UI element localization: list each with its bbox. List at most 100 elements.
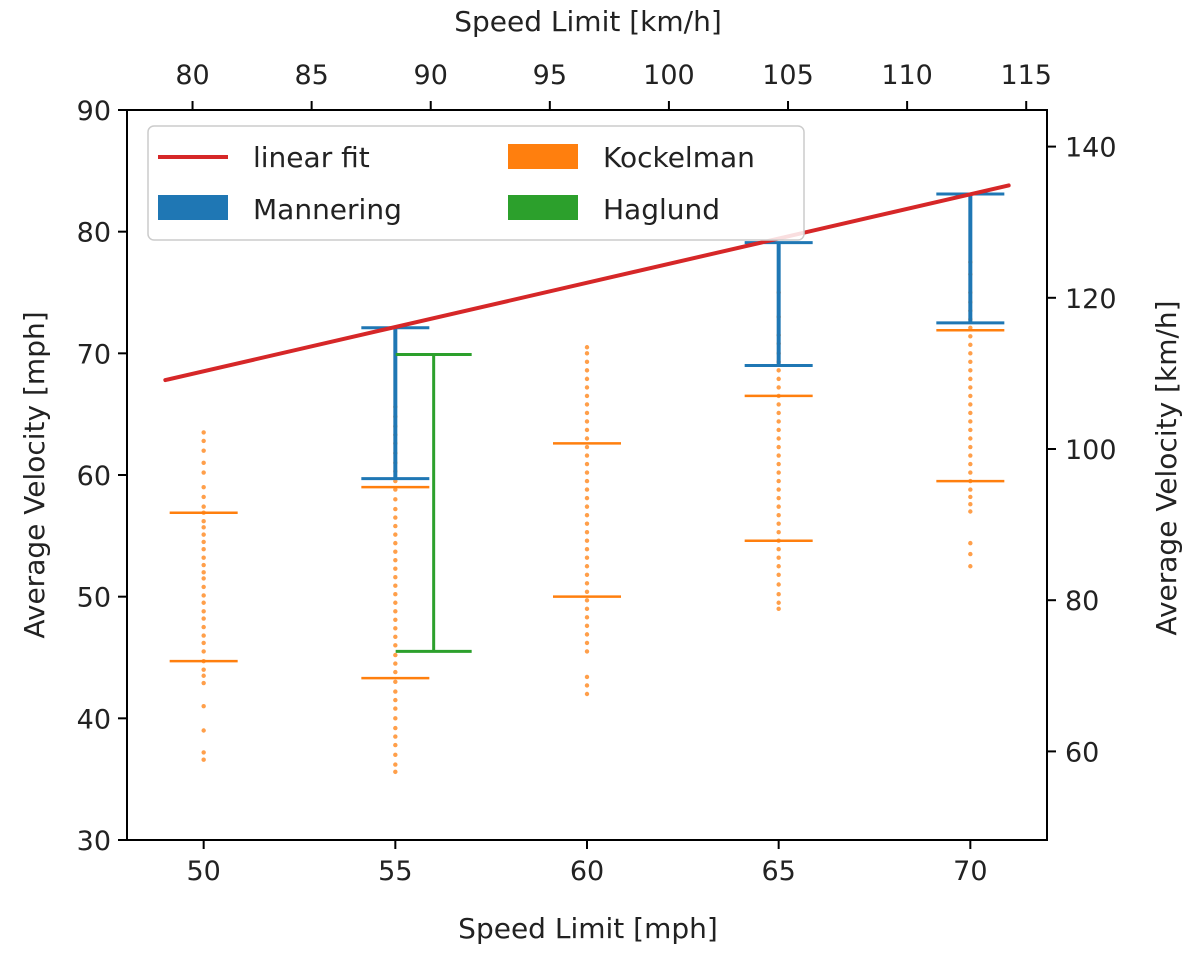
kockelman-point bbox=[584, 504, 590, 509]
y-tick-label: 60 bbox=[77, 461, 111, 492]
kockelman-point bbox=[201, 750, 206, 755]
x2-tick-label: 100 bbox=[643, 60, 695, 91]
kockelman-point bbox=[584, 606, 590, 612]
kockelman-point bbox=[968, 502, 973, 507]
kockelman-point bbox=[968, 436, 973, 441]
kockelman-point bbox=[776, 376, 781, 382]
kockelman-point bbox=[393, 617, 398, 622]
y2-axis-label: Average Velocity [km/h] bbox=[1150, 300, 1183, 635]
kockelman-point bbox=[201, 576, 206, 581]
kockelman-point bbox=[776, 529, 781, 535]
kockelman-point bbox=[201, 562, 206, 568]
kockelman-point bbox=[393, 742, 398, 748]
kockelman-point bbox=[201, 430, 206, 435]
kockelman-point bbox=[393, 752, 398, 758]
kockelman-point bbox=[776, 402, 781, 407]
kockelman-point bbox=[393, 549, 398, 554]
kockelman-point bbox=[776, 521, 781, 526]
legend-label-linear-fit: linear fit bbox=[253, 141, 370, 174]
x2-tick-label: 95 bbox=[533, 60, 567, 91]
plot-marks bbox=[163, 183, 1011, 775]
x2-tick-label: 80 bbox=[175, 60, 209, 91]
kockelman-point bbox=[584, 615, 590, 620]
kockelman-point bbox=[584, 495, 590, 501]
kockelman-point bbox=[393, 626, 398, 631]
kockelman-point bbox=[776, 555, 781, 560]
y-tick-label: 80 bbox=[77, 218, 111, 249]
kockelman-point bbox=[201, 616, 206, 621]
kockelman-point bbox=[393, 487, 398, 492]
x-tick-label: 55 bbox=[378, 856, 412, 887]
kockelman-point bbox=[968, 376, 973, 382]
kockelman-point bbox=[776, 487, 781, 492]
kockelman-point bbox=[393, 609, 398, 614]
kockelman-point bbox=[393, 600, 398, 605]
kockelman-point bbox=[776, 495, 781, 501]
kockelman-point bbox=[201, 680, 206, 686]
kockelman-point bbox=[584, 581, 590, 586]
kockelman-point bbox=[584, 623, 590, 629]
kockelman-point bbox=[968, 444, 973, 450]
kockelman-point bbox=[201, 600, 206, 605]
legend-label-mannering: Mannering bbox=[253, 193, 402, 226]
kockelman-point bbox=[584, 359, 590, 365]
kockelman-point bbox=[201, 728, 206, 733]
kockelman-point bbox=[393, 532, 398, 537]
kockelman-point bbox=[584, 521, 590, 526]
linear-fit-line bbox=[163, 183, 1011, 383]
kockelman-point bbox=[584, 427, 590, 433]
kockelman-point bbox=[393, 762, 398, 767]
y-tick-label: 50 bbox=[77, 583, 111, 614]
kockelman-point bbox=[776, 572, 781, 577]
kockelman-point bbox=[968, 359, 973, 365]
kockelman-point bbox=[393, 689, 398, 694]
kockelman-point bbox=[201, 504, 206, 509]
kockelman-point bbox=[393, 661, 398, 666]
x2-tick-label: 110 bbox=[881, 60, 933, 91]
kockelman-point bbox=[584, 461, 590, 467]
kockelman-point bbox=[584, 402, 590, 407]
kockelman-point bbox=[968, 419, 973, 424]
kockelman-point bbox=[393, 497, 398, 502]
kockelman-point bbox=[393, 583, 398, 588]
kockelman-point bbox=[584, 683, 590, 688]
kockelman-point bbox=[584, 419, 590, 424]
x2-tick-label: 90 bbox=[414, 60, 448, 91]
y2-tick-label: 60 bbox=[1065, 737, 1099, 768]
kockelman-point bbox=[201, 593, 206, 598]
kockelman-point bbox=[968, 393, 973, 399]
kockelman-point bbox=[776, 564, 781, 569]
y-tick-label: 40 bbox=[77, 704, 111, 735]
legend-swatch-haglund bbox=[508, 195, 578, 220]
kockelman-point bbox=[201, 484, 206, 490]
kockelman-point bbox=[584, 368, 590, 373]
kockelman-point bbox=[968, 402, 973, 407]
y2-tick-label: 140 bbox=[1065, 133, 1117, 164]
legend-label-haglund: Haglund bbox=[603, 193, 720, 226]
kockelman-point bbox=[201, 547, 206, 552]
x2-tick-label: 115 bbox=[1000, 60, 1052, 91]
kockelman-point bbox=[776, 436, 781, 441]
kockelman-point bbox=[393, 769, 398, 775]
kockelman-point bbox=[201, 609, 206, 614]
kockelman-point bbox=[393, 566, 398, 571]
kockelman-point bbox=[776, 368, 781, 373]
kockelman-point bbox=[393, 523, 398, 529]
kockelman-point bbox=[201, 584, 206, 590]
kockelman-point bbox=[968, 564, 973, 569]
kockelman-point bbox=[968, 494, 973, 500]
kockelman-point bbox=[201, 570, 206, 575]
kockelman-point bbox=[584, 640, 590, 646]
kockelman-point bbox=[584, 598, 590, 603]
kockelman-point bbox=[968, 325, 973, 330]
kockelman-point bbox=[584, 572, 590, 577]
kockelman-point bbox=[584, 470, 590, 475]
legend-label-kockelman: Kockelman bbox=[603, 141, 755, 174]
y2-tick-label: 100 bbox=[1065, 435, 1117, 466]
kockelman-point bbox=[968, 342, 973, 348]
kockelman-point bbox=[776, 453, 781, 458]
kockelman-point bbox=[584, 555, 590, 560]
kockelman-point bbox=[393, 540, 398, 546]
kockelman-point bbox=[584, 444, 590, 450]
